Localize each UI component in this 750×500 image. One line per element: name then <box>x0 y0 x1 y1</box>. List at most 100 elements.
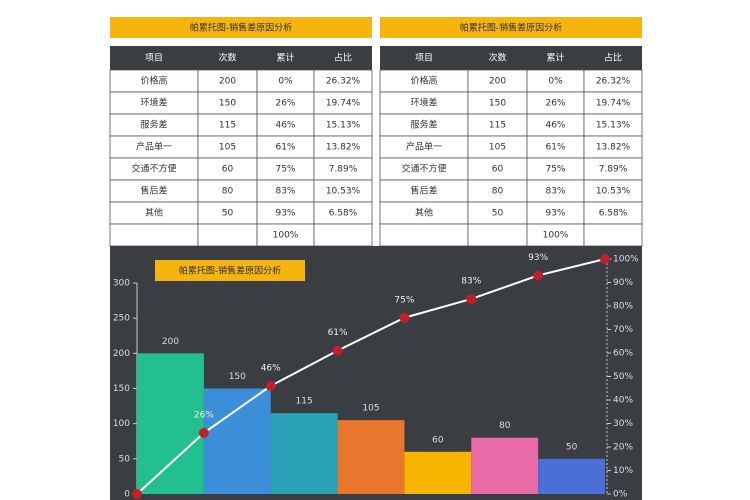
cell-text: 26.32% <box>326 77 361 87</box>
header-cell: 项目 <box>145 53 163 64</box>
cell-text: 200 <box>219 77 236 87</box>
bar <box>137 353 204 494</box>
table-header <box>380 46 642 70</box>
cell-text: 75% <box>275 165 295 175</box>
table-cell <box>379 223 469 247</box>
cell-text: 26% <box>545 99 565 109</box>
cell-text: 61% <box>275 143 295 153</box>
cell-text: 10.53% <box>326 187 361 197</box>
table-title-bar <box>380 17 642 38</box>
y2-tick-label: 50% <box>613 372 633 382</box>
cell-text: 115 <box>489 121 506 131</box>
cell-text: 6.58% <box>329 209 358 219</box>
y-tick-label: 250 <box>113 314 130 324</box>
table-cell <box>197 223 258 247</box>
cell-text: 产品单一 <box>136 141 172 153</box>
cell-text: 105 <box>219 143 236 153</box>
header-cell: 累计 <box>546 52 564 64</box>
line-marker <box>332 345 343 356</box>
cell-text: 交通不方便 <box>131 163 176 175</box>
cell-text: 7.89% <box>599 165 628 175</box>
cell-text: 61% <box>545 143 565 153</box>
line-marker <box>265 380 276 391</box>
cell-text: 19.74% <box>326 99 361 109</box>
cell-text: 0% <box>278 77 293 87</box>
cell-text: 150 <box>489 99 506 109</box>
cell-text: 价格高 <box>140 75 167 87</box>
bar-label: 60 <box>432 435 444 445</box>
cell-text: 50 <box>492 209 504 219</box>
y2-tick-label: 0% <box>613 490 628 500</box>
y2-tick-label: 60% <box>613 349 633 359</box>
table-title: 帕累托图-销售差原因分析 <box>190 22 292 34</box>
table-cell <box>467 223 528 247</box>
cell-text: 26% <box>275 99 295 109</box>
line-label: 26% <box>194 410 214 420</box>
cell-text: 其他 <box>145 207 163 219</box>
cell-text: 0% <box>548 77 563 87</box>
table-header <box>110 46 372 70</box>
cell-text: 115 <box>219 121 236 131</box>
line-marker <box>533 270 544 281</box>
table-title-bar <box>110 17 372 38</box>
cell-text: 83% <box>275 187 295 197</box>
bar <box>471 437 539 494</box>
cell-text: 19.74% <box>596 99 631 109</box>
y2-tick-label: 80% <box>613 302 633 312</box>
bar-label: 105 <box>362 404 379 414</box>
line-label: 83% <box>461 276 481 286</box>
cell-text: 15.13% <box>596 121 631 131</box>
cell-text: 7.89% <box>329 165 358 175</box>
cell-text: 60 <box>222 165 234 175</box>
y2-tick-label: 40% <box>613 396 633 406</box>
cell-text: 200 <box>489 77 506 87</box>
cell-text: 13.82% <box>596 143 631 153</box>
cell-text: 交通不方便 <box>401 163 446 175</box>
cumulative-line <box>136 258 606 495</box>
cell-text: 售后差 <box>140 185 167 197</box>
table-cell <box>109 223 199 247</box>
y-tick-label: 50 <box>119 454 131 464</box>
y2-tick-label: 100% <box>613 255 639 265</box>
line-label: 61% <box>328 328 348 338</box>
bar-label: 50 <box>566 442 578 452</box>
cell-text: 13.82% <box>326 143 361 153</box>
cell-text: 6.58% <box>599 209 628 219</box>
y2-tick-label: 90% <box>613 278 633 288</box>
y-tick-label: 100 <box>113 419 130 429</box>
cell-text: 105 <box>489 143 506 153</box>
y-tick-label: 0 <box>124 490 130 500</box>
header-cell: 占比 <box>334 52 352 64</box>
line-marker <box>600 254 610 264</box>
header-cell: 次数 <box>488 52 506 64</box>
cell-text: 93% <box>275 209 295 219</box>
bar-label: 115 <box>296 397 313 407</box>
line-marker <box>399 312 410 323</box>
bar-label: 200 <box>162 337 179 347</box>
y2-tick-label: 10% <box>613 466 633 476</box>
cell-text: 15.13% <box>326 121 361 131</box>
line-label: 75% <box>394 295 414 305</box>
line-label: 93% <box>528 253 548 263</box>
bar-label: 80 <box>499 421 511 431</box>
bar <box>337 420 405 494</box>
line-marker <box>132 489 142 499</box>
cell-text: 价格高 <box>410 75 437 87</box>
header-cell: 项目 <box>415 53 433 64</box>
cell-text: 26.32% <box>596 77 631 87</box>
y-tick-label: 150 <box>113 384 130 394</box>
bar-label: 150 <box>229 372 246 382</box>
cell-text: 环境差 <box>140 97 167 109</box>
chart-title: 帕累托图-销售差原因分析 <box>179 265 281 277</box>
cell-text: 售后差 <box>410 185 437 197</box>
header-cell: 累计 <box>276 52 294 64</box>
cell-text: 服务差 <box>140 119 167 131</box>
header-cell: 次数 <box>218 52 236 64</box>
y2-tick-label: 70% <box>613 325 633 335</box>
bar <box>538 458 605 494</box>
cell-text: 46% <box>545 121 565 131</box>
cell-text: 100% <box>273 231 299 241</box>
cell-text: 46% <box>275 121 295 131</box>
